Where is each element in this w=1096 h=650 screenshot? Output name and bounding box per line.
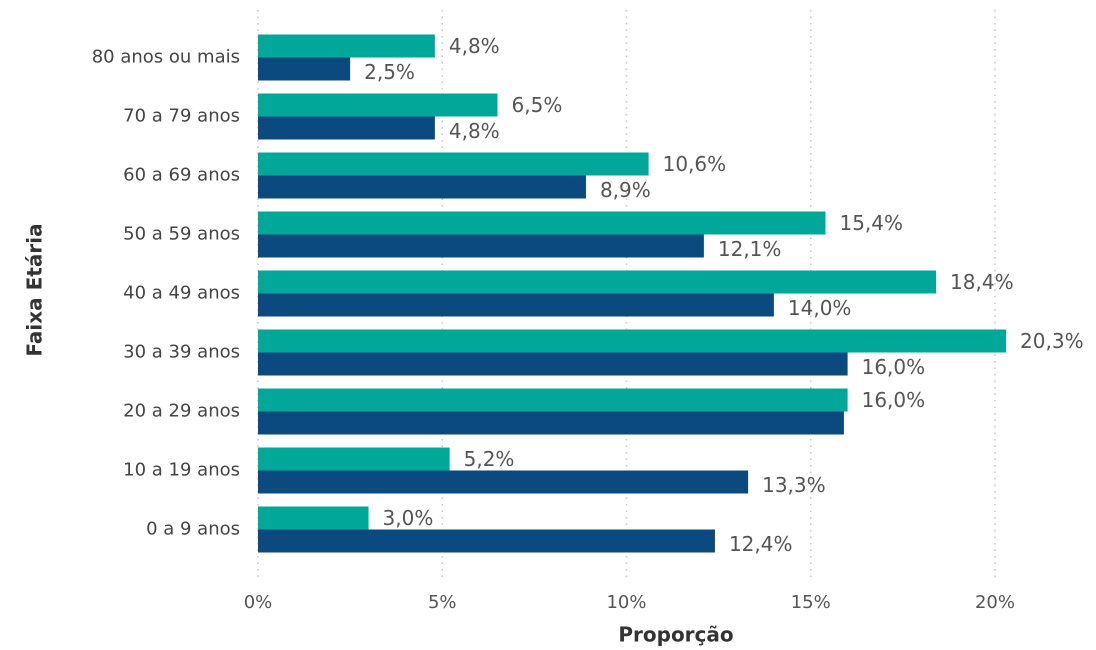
value-label: 4,8%	[449, 34, 500, 58]
bar	[258, 293, 774, 317]
value-label: 4,8%	[449, 119, 500, 143]
y-tick-label: 20 a 29 anos	[123, 401, 240, 422]
x-tick-label: 15%	[791, 592, 831, 613]
y-tick-label: 70 a 79 anos	[123, 106, 240, 127]
value-label: 6,5%	[512, 93, 563, 117]
value-label: 13,3%	[762, 473, 826, 497]
y-tick-label: 60 a 69 anos	[123, 165, 240, 186]
x-tick-label: 20%	[975, 592, 1015, 613]
x-tick-label: 10%	[606, 592, 646, 613]
y-tick-label: 0 a 9 anos	[146, 519, 240, 540]
y-tick-label: 10 a 19 anos	[123, 460, 240, 481]
bar	[258, 34, 435, 58]
bar	[258, 329, 1007, 353]
bar	[258, 529, 715, 553]
bar	[258, 470, 749, 494]
value-label: 5,2%	[464, 447, 515, 471]
x-tick-label: 0%	[244, 592, 273, 613]
value-label: 8,9%	[600, 178, 651, 202]
y-tick-label: 50 a 59 anos	[123, 224, 240, 245]
y-tick-label: 80 anos ou mais	[92, 47, 240, 68]
bar	[258, 93, 498, 117]
bar	[258, 388, 848, 412]
y-axis-title: Faixa Etária	[23, 223, 47, 356]
value-label: 16,0%	[862, 355, 926, 379]
bar	[258, 234, 704, 258]
bar	[258, 116, 435, 140]
bar	[258, 447, 450, 471]
value-label: 2,5%	[364, 60, 415, 84]
bar	[258, 152, 649, 176]
x-axis-title: Proporção	[618, 623, 733, 647]
bar	[258, 211, 826, 235]
bar	[258, 57, 351, 81]
value-label: 14,0%	[788, 296, 852, 320]
bar	[258, 352, 848, 376]
value-label: 12,1%	[718, 237, 782, 261]
value-label: 12,4%	[729, 532, 793, 556]
value-label: 18,4%	[950, 270, 1014, 294]
bar	[258, 411, 844, 435]
value-label: 3,0%	[383, 506, 434, 530]
y-tick-label: 30 a 39 anos	[123, 342, 240, 363]
y-tick-label: 40 a 49 anos	[123, 283, 240, 304]
bar	[258, 175, 586, 199]
value-label: 20,3%	[1020, 329, 1084, 353]
value-label: 10,6%	[663, 152, 727, 176]
bar	[258, 506, 369, 530]
x-tick-label: 5%	[428, 592, 457, 613]
value-label: 15,4%	[839, 211, 903, 235]
bar	[258, 270, 937, 294]
value-label: 16,0%	[862, 388, 926, 412]
